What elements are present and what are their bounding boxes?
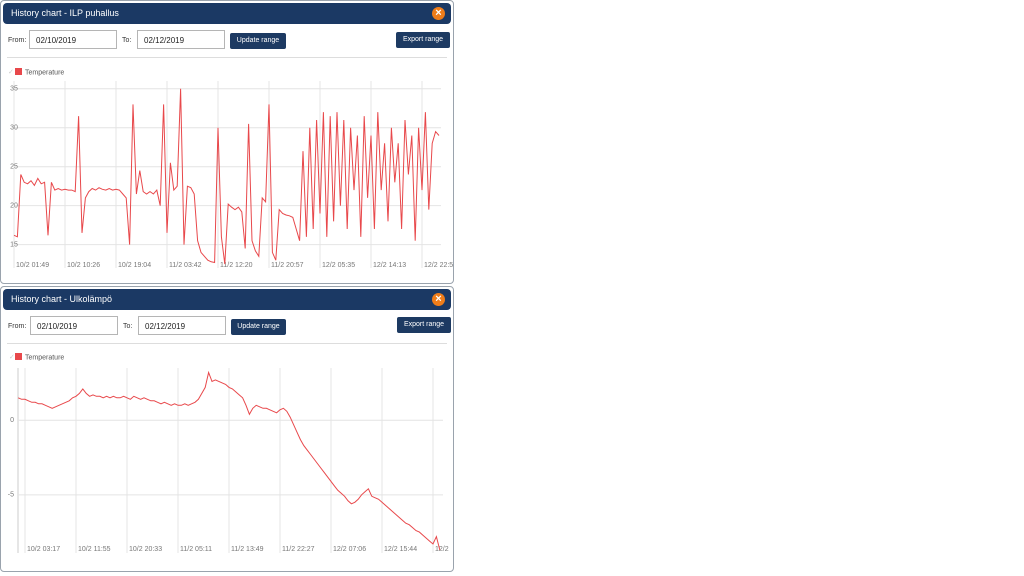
x-tick-label: 11/2 05:11 xyxy=(180,546,212,553)
x-tick-label: 12/2 05:35 xyxy=(322,262,355,269)
x-tick-label: 12/2 22:5 xyxy=(424,262,453,269)
separator xyxy=(7,343,447,344)
x-tick-label: 11/2 13:49 xyxy=(231,546,264,553)
dialog-title: History chart - Ulkolämpö xyxy=(11,294,113,304)
x-tick-label: 11/2 20:57 xyxy=(271,262,304,269)
from-label: From: xyxy=(8,37,27,44)
data-line xyxy=(13,88,440,265)
dialog-header: History chart - Ulkolämpö × xyxy=(3,289,451,310)
to-input[interactable]: 02/12/2019 xyxy=(137,30,225,49)
update-button[interactable]: Update range xyxy=(230,33,286,49)
x-tick-label: 12/2 xyxy=(435,546,449,553)
dialog: History chart - ILP puhallus × From: 02/… xyxy=(0,0,454,284)
legend-check: ✓ xyxy=(9,354,15,361)
to-label: To: xyxy=(122,37,132,44)
update-button[interactable]: Update range xyxy=(231,319,286,335)
data-line xyxy=(17,370,441,551)
close-button[interactable]: × xyxy=(432,7,445,20)
legend-swatch xyxy=(15,68,22,75)
from-label: From: xyxy=(8,323,27,330)
x-tick-label: 10/2 01:49 xyxy=(16,262,49,269)
x-tick-label: 10/2 20:33 xyxy=(129,546,162,553)
to-label: To: xyxy=(123,323,133,330)
separator xyxy=(7,57,447,58)
x-tick-label: 10/2 10:26 xyxy=(67,262,100,269)
close-button[interactable]: × xyxy=(432,293,445,306)
y-tick-label: 0 xyxy=(10,417,14,424)
from-input[interactable]: 02/10/2019 xyxy=(30,316,118,335)
x-tick-label: 12/2 15:44 xyxy=(384,546,417,553)
x-tick-label: 12/2 14:13 xyxy=(373,262,406,269)
dialog-header: History chart - ILP puhallus × xyxy=(3,3,451,24)
legend-check: ✓ xyxy=(8,69,14,76)
dialog-title: History chart - ILP puhallus xyxy=(11,8,119,18)
x-tick-label: 10/2 11:55 xyxy=(78,546,111,553)
legend-swatch xyxy=(15,353,22,360)
x-tick-label: 12/2 07:06 xyxy=(333,546,366,553)
legend-label: Temperature xyxy=(25,354,64,361)
x-tick-label: 10/2 19:04 xyxy=(118,262,151,269)
export-button[interactable]: Export range xyxy=(396,32,450,48)
export-button[interactable]: Export range xyxy=(397,317,451,333)
to-input[interactable]: 02/12/2019 xyxy=(138,316,226,335)
x-tick-label: 11/2 22:27 xyxy=(282,546,315,553)
x-tick-label: 10/2 03:17 xyxy=(27,546,60,553)
x-tick-label: 11/2 03:42 xyxy=(169,262,202,269)
from-input[interactable]: 02/10/2019 xyxy=(29,30,117,49)
x-tick-label: 11/2 12:20 xyxy=(220,262,253,269)
legend-label: Temperature xyxy=(25,69,64,76)
y-tick-label: -5 xyxy=(8,492,14,499)
